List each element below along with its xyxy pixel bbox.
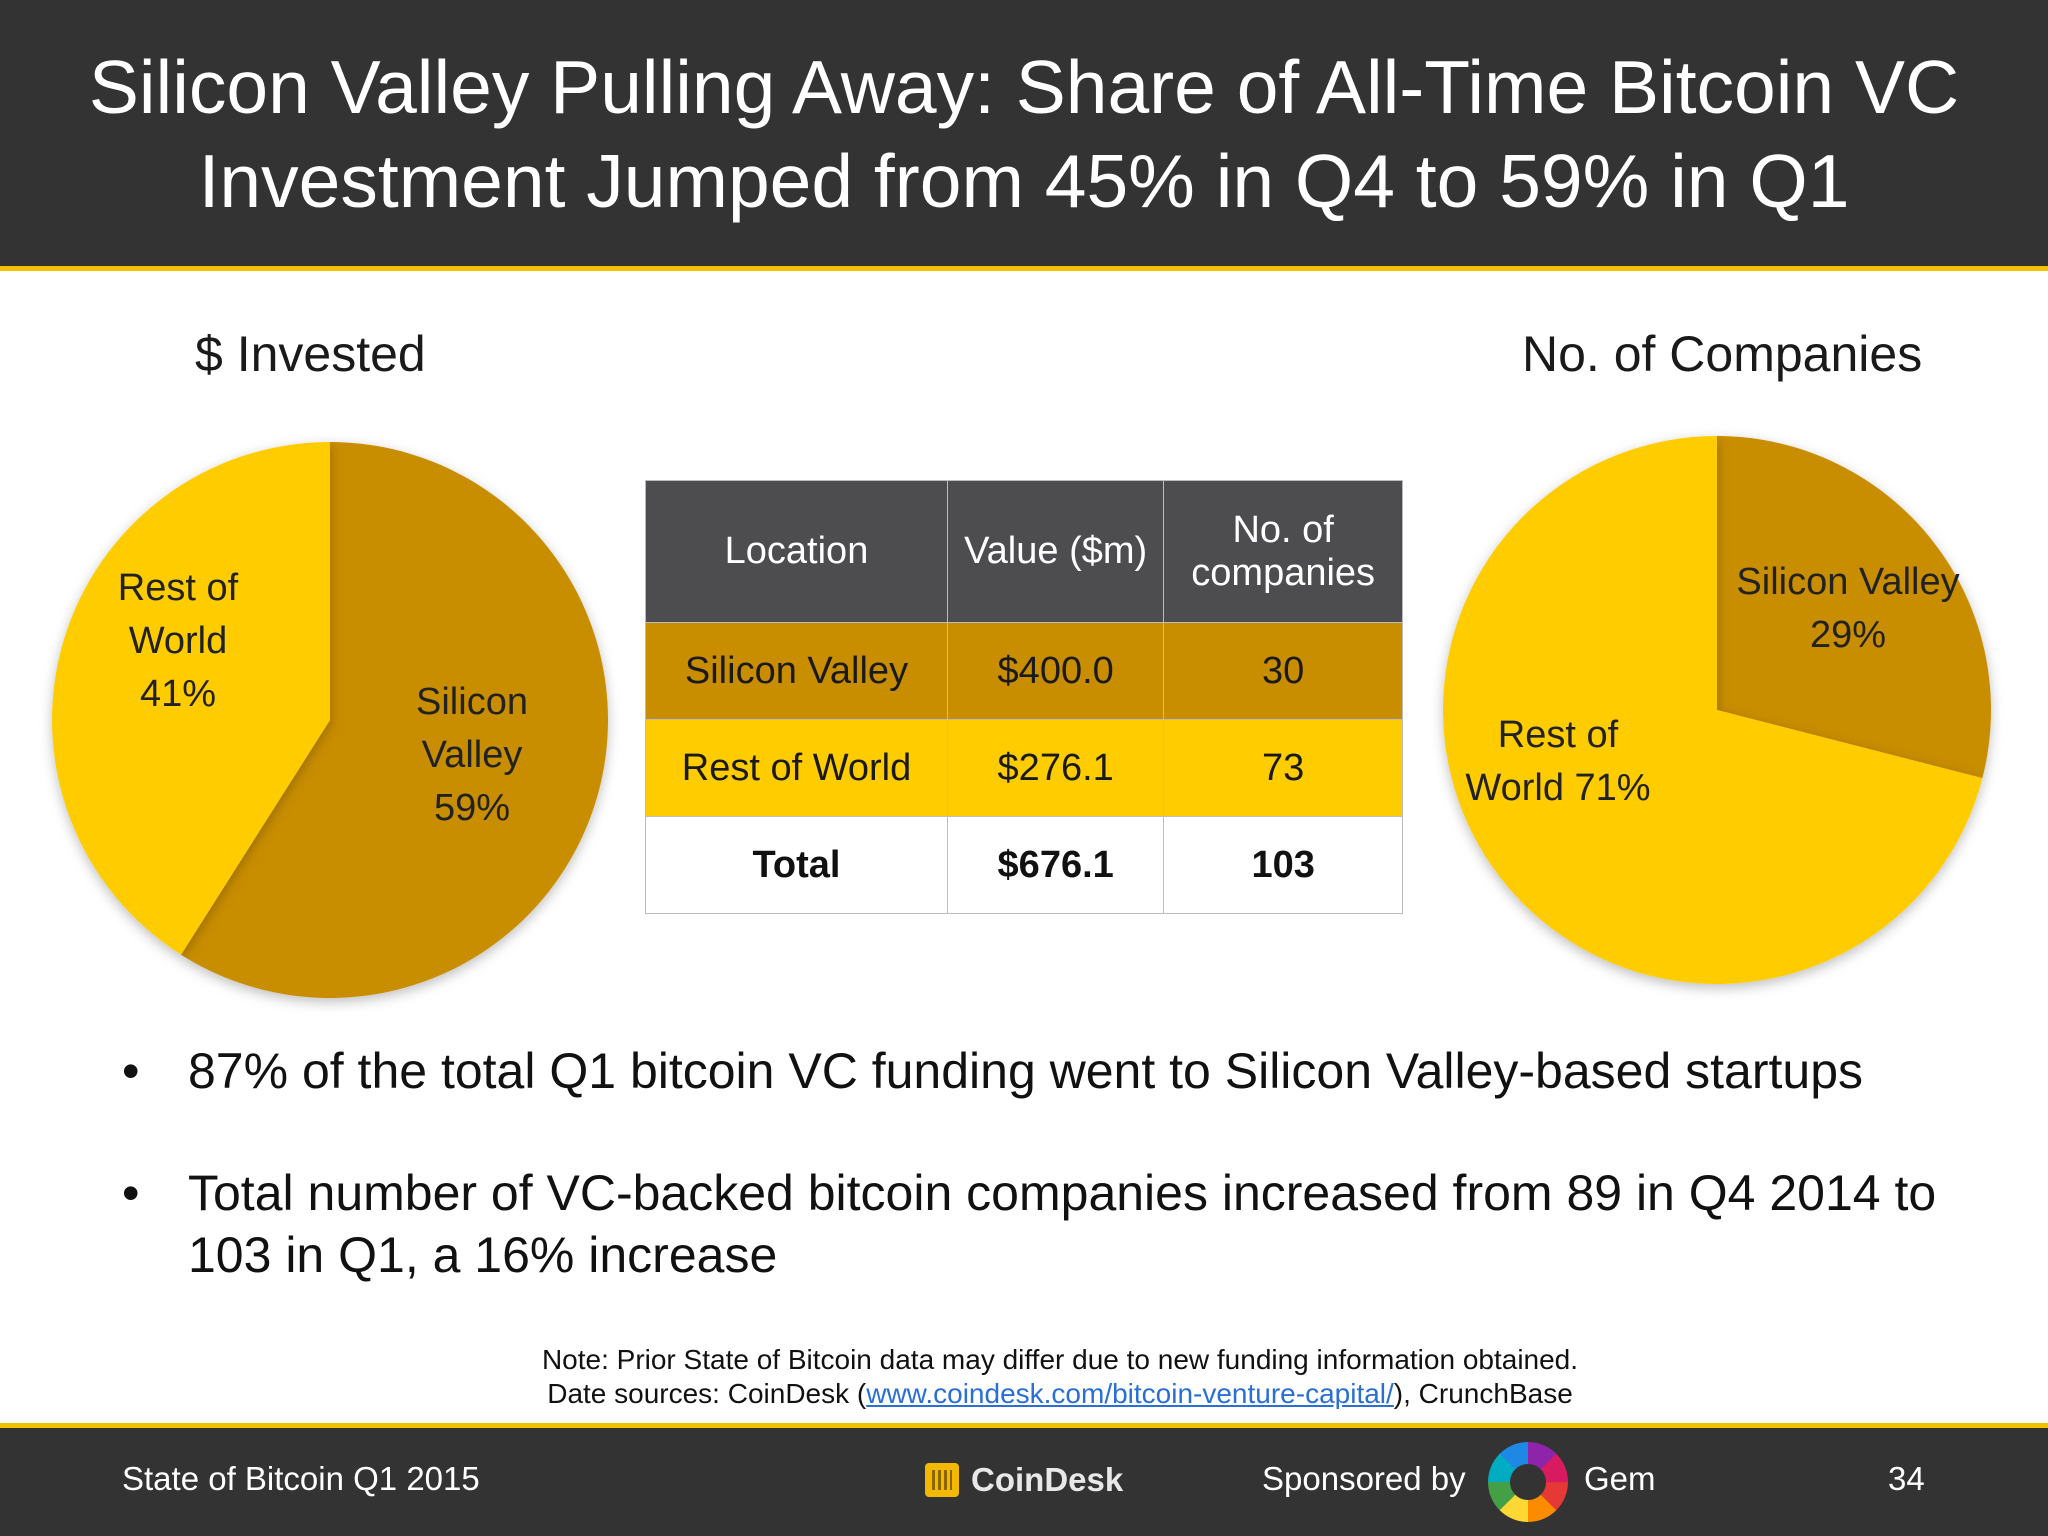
column-header-companies-line1: No. of bbox=[1232, 508, 1334, 551]
pie-slice-rest-of-world bbox=[1443, 436, 1983, 984]
pie-label-silicon-valley: Silicon Valley 59% bbox=[416, 681, 528, 829]
table-header-row: Location Value ($m) No. of companies bbox=[645, 480, 1403, 623]
bullet-text: Total number of VC-backed bitcoin compan… bbox=[188, 1165, 1937, 1283]
cell-location: Rest of World bbox=[645, 719, 948, 817]
bullet-dot: • bbox=[122, 1043, 140, 1099]
bullet-dot: • bbox=[122, 1165, 140, 1221]
cell-value: $276.1 bbox=[946, 719, 1165, 817]
invested-chart-title: $ Invested bbox=[195, 326, 426, 382]
bullet-item: • Total number of VC-backed bitcoin comp… bbox=[110, 1162, 1970, 1286]
cell-companies: 103 bbox=[1163, 816, 1403, 914]
pie-slice-rest-of-world bbox=[51, 442, 330, 955]
sponsored-by-label: Sponsored by bbox=[1262, 1460, 1466, 1497]
location-table: Location Value ($m) No. of companies Sil… bbox=[645, 480, 1403, 914]
footer-divider bbox=[0, 1423, 2048, 1428]
pie-charts: Silicon Valley 59% Rest of World 41% Silicon … bbox=[51, 436, 1991, 999]
cell-companies: 73 bbox=[1163, 719, 1403, 817]
companies-chart-title: No. of Companies bbox=[1522, 326, 1923, 382]
cell-location: Total bbox=[645, 816, 948, 914]
coindesk-link[interactable]: www.coindesk.com/bitcoin-venture-capital… bbox=[866, 1378, 1394, 1409]
column-header-location: Location bbox=[645, 480, 948, 623]
column-header-companies: No. of companies bbox=[1163, 480, 1403, 623]
cell-companies: 30 bbox=[1163, 622, 1403, 720]
companies-pie: Silicon Valley 29% Rest of World 71% bbox=[1443, 436, 1991, 984]
bullet-item: • 87% of the total Q1 bitcoin VC funding… bbox=[110, 1040, 1970, 1102]
table-row-total: Total $676.1 103 bbox=[645, 816, 1403, 914]
note-line: Note: Prior State of Bitcoin data may di… bbox=[541, 1344, 1579, 1375]
page-number: 34 bbox=[1888, 1460, 1925, 1497]
bullet-list: • 87% of the total Q1 bitcoin VC funding… bbox=[110, 1040, 1970, 1346]
cell-value: $676.1 bbox=[946, 816, 1165, 914]
pie-label-silicon-valley: Silicon Valley 29% bbox=[1736, 561, 1959, 656]
source-note: Note: Prior State of Bitcoin data may di… bbox=[460, 1343, 1660, 1411]
invested-pie: Silicon Valley 59% Rest of World 41% bbox=[51, 442, 608, 999]
pie-slice-silicon-valley bbox=[181, 442, 608, 999]
sources-prefix: Date sources: CoinDesk ( bbox=[547, 1378, 867, 1409]
pie-label-rest-of-world: Rest of World 41% bbox=[118, 567, 239, 715]
sponsor-name: Gem bbox=[1584, 1460, 1656, 1497]
gem-logo-icon bbox=[1488, 1442, 1568, 1522]
header-divider bbox=[0, 266, 2048, 271]
title-bar: Silicon Valley Pulling Away: Share of Al… bbox=[0, 0, 2048, 266]
cell-location: Silicon Valley bbox=[645, 622, 948, 720]
table-row-rest-of-world: Rest of World $276.1 73 bbox=[645, 719, 1403, 817]
coindesk-logo: CoinDesk bbox=[925, 1458, 1123, 1502]
page-title: Silicon Valley Pulling Away: Share of Al… bbox=[88, 45, 1960, 223]
sources-suffix: ), CrunchBase bbox=[1393, 1378, 1573, 1409]
footer-bar: State of Bitcoin Q1 2015 CoinDesk Sponso… bbox=[0, 1428, 2048, 1536]
pie-slice-silicon-valley bbox=[1717, 436, 1991, 779]
pie-label-rest-of-world: Rest of World 71% bbox=[1465, 714, 1650, 809]
bullet-text: 87% of the total Q1 bitcoin VC funding w… bbox=[188, 1043, 1864, 1099]
cell-value: $400.0 bbox=[946, 622, 1165, 720]
table-row-silicon-valley: Silicon Valley $400.0 30 bbox=[645, 622, 1403, 720]
report-name: State of Bitcoin Q1 2015 bbox=[122, 1460, 480, 1497]
column-header-companies-line2: companies bbox=[1191, 551, 1376, 594]
column-header-value: Value ($m) bbox=[946, 480, 1165, 623]
coindesk-wordmark: CoinDesk bbox=[971, 1461, 1124, 1498]
coindesk-icon bbox=[925, 1463, 959, 1497]
sources-line: Date sources: CoinDesk (www.coindesk.com… bbox=[460, 1377, 1660, 1411]
